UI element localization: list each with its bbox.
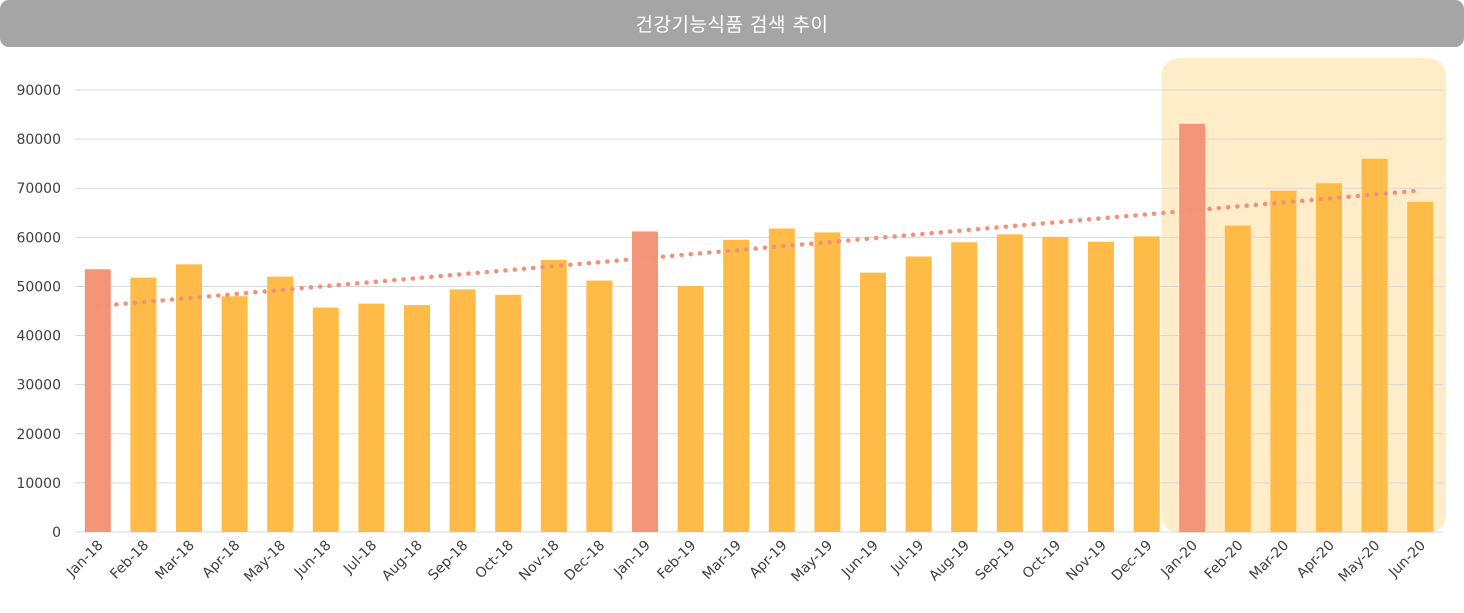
bar: [267, 276, 294, 532]
x-tick-label: Jan-19: [610, 538, 653, 581]
bar: [84, 269, 111, 532]
bar: [404, 305, 430, 532]
x-tick-label: Jan-20: [1158, 538, 1201, 581]
x-tick-label: Mar-18: [152, 538, 198, 584]
bar: [1179, 123, 1206, 533]
x-tick-label: Oct-18: [472, 538, 517, 583]
bar: [905, 256, 932, 532]
x-tick-label: Mar-19: [699, 538, 745, 584]
x-tick-label: Sep-18: [425, 538, 471, 584]
x-tick-label: May-18: [241, 538, 289, 586]
bar: [540, 259, 567, 532]
bar: [176, 264, 202, 532]
x-tick-label: Nov-19: [1063, 538, 1110, 585]
x-tick-label: Mar-20: [1247, 538, 1293, 584]
bar: [1088, 241, 1114, 532]
bar: [1270, 190, 1297, 532]
bar: [1407, 201, 1434, 532]
bar: [586, 280, 613, 532]
y-tick-label: 0: [52, 525, 61, 541]
y-tick-label: 10000: [16, 476, 61, 492]
bar: [1361, 158, 1388, 532]
bar: [723, 239, 750, 533]
x-tick-label: Jan-18: [63, 538, 106, 581]
bar: [768, 228, 795, 532]
x-tick-label: Apr-18: [199, 538, 243, 582]
bar: [814, 232, 841, 532]
x-tick-label: Feb-18: [107, 538, 152, 583]
trendline: [95, 188, 1423, 309]
x-tick-label: Nov-18: [516, 538, 563, 585]
y-tick-label: 50000: [16, 279, 61, 295]
bar: [221, 296, 248, 532]
y-tick-label: 80000: [16, 132, 61, 148]
x-tick-label: Apr-19: [747, 538, 791, 582]
bar: [1042, 236, 1069, 532]
x-tick-label: Dec-18: [562, 538, 609, 585]
x-tick-label: Apr-20: [1294, 538, 1338, 582]
x-tick-label: Aug-18: [379, 538, 426, 585]
x-tick-label: Aug-19: [926, 538, 973, 585]
y-tick-label: 90000: [16, 83, 61, 99]
bar: [677, 285, 704, 532]
bar: [1316, 183, 1342, 533]
chart-title-bar: 건강기능식품 검색 추이: [0, 0, 1464, 47]
x-tick-label: Jul-18: [340, 538, 380, 578]
bar: [951, 242, 978, 532]
chart-title: 건강기능식품 검색 추이: [635, 14, 829, 36]
bar: [495, 294, 522, 532]
bar: [312, 307, 339, 532]
y-tick-label: 70000: [16, 181, 61, 197]
x-tick-label: May-19: [788, 538, 836, 586]
bar: [130, 277, 157, 532]
bar: [996, 234, 1023, 533]
x-tick-label: Feb-20: [1202, 538, 1247, 583]
x-tick-label: Jun-20: [1385, 538, 1429, 582]
x-tick-label: Feb-19: [654, 538, 699, 583]
bar: [1133, 236, 1160, 532]
bar: [449, 289, 476, 532]
x-tick-label: Jun-19: [838, 538, 882, 582]
bar: [1224, 225, 1251, 532]
y-tick-label: 20000: [16, 427, 61, 443]
x-tick-label: Oct-19: [1020, 538, 1065, 583]
y-tick-label: 40000: [16, 329, 61, 345]
x-tick-label: Jul-19: [887, 538, 927, 578]
bar: [358, 303, 385, 532]
x-tick-label: Jun-18: [291, 538, 335, 582]
bar: [860, 272, 886, 532]
y-tick-label: 60000: [16, 230, 61, 246]
x-tick-label: Sep-19: [972, 538, 1018, 584]
y-tick-label: 30000: [16, 378, 61, 394]
x-tick-label: Dec-19: [1109, 538, 1156, 585]
bar: [632, 231, 658, 532]
x-tick-label: May-20: [1336, 538, 1384, 586]
